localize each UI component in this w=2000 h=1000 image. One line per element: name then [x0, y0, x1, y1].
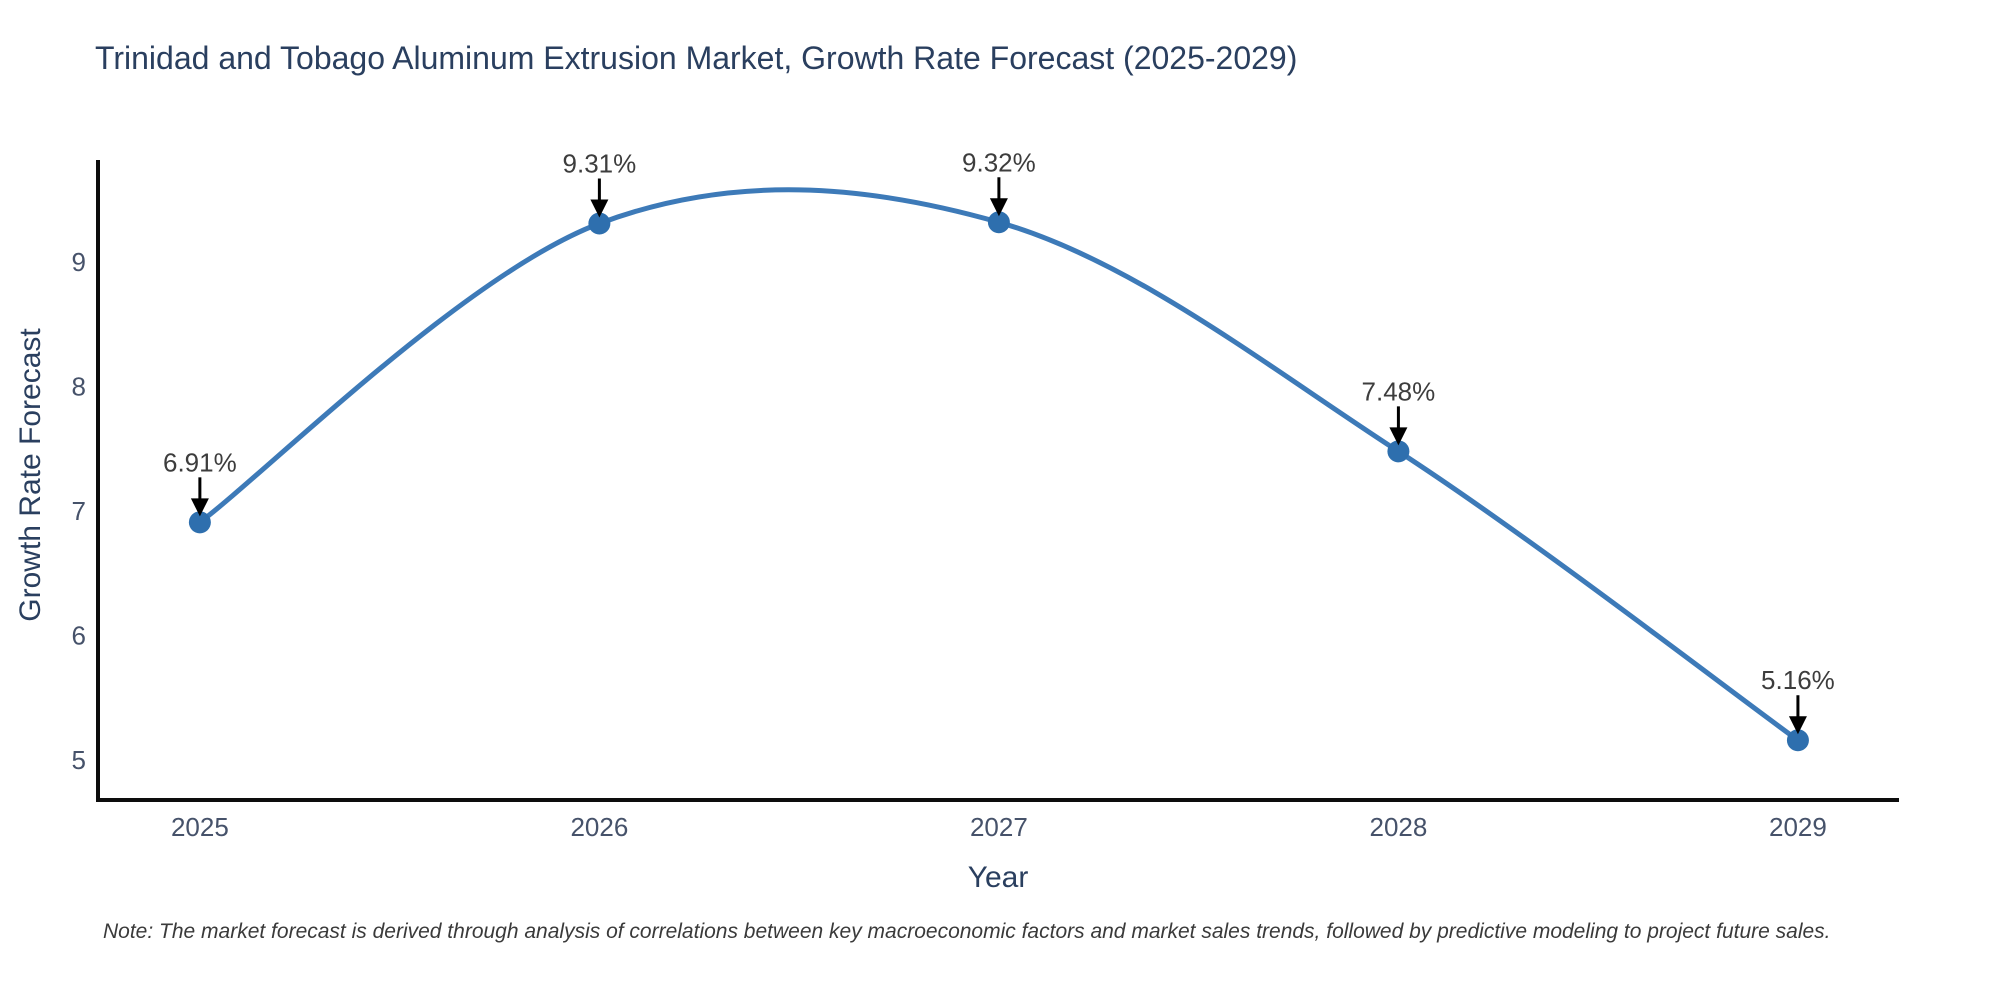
data-point-marker-2027[interactable]	[987, 211, 1010, 234]
annotation-label-2029: 5.16%	[1761, 665, 1835, 695]
y-tick-label-8: 8	[72, 372, 86, 402]
data-point-marker-2029[interactable]	[1786, 729, 1809, 752]
x-tick-label-2028: 2028	[1369, 812, 1427, 842]
y-tick-label-6: 6	[72, 621, 86, 651]
annotation-label-2025: 6.91%	[163, 447, 237, 477]
footnote: Note: The market forecast is derived thr…	[103, 920, 1831, 943]
x-axis-title: Year	[967, 861, 1029, 894]
chart-title: Trinidad and Tobago Aluminum Extrusion M…	[95, 40, 1298, 76]
annotation-arrowhead-2029	[1788, 716, 1807, 735]
y-tick-label-7: 7	[72, 496, 86, 526]
data-point-marker-2026[interactable]	[588, 212, 611, 235]
plot-area[interactable]	[98, 160, 1899, 800]
annotation-label-2026: 9.31%	[563, 149, 637, 179]
x-tick-label-2026: 2026	[570, 812, 628, 842]
annotation-arrowhead-2026	[590, 199, 609, 218]
x-tick-label-2029: 2029	[1769, 812, 1827, 842]
annotation-label-2028: 7.48%	[1362, 376, 1436, 406]
y-tick-label-9: 9	[72, 247, 86, 277]
x-tick-label-2027: 2027	[970, 812, 1028, 842]
annotation-arrowhead-2028	[1389, 427, 1408, 446]
annotation-arrowhead-2027	[989, 198, 1008, 217]
annotation-label-2027: 9.32%	[962, 147, 1036, 177]
data-point-marker-2028[interactable]	[1387, 440, 1410, 463]
y-tick-label-5: 5	[72, 745, 86, 775]
x-tick-label-2025: 2025	[171, 812, 229, 842]
data-point-marker-2025[interactable]	[188, 511, 211, 534]
y-axis-title: Growth Rate Forecast	[14, 328, 47, 622]
annotation-arrowhead-2025	[190, 498, 209, 517]
